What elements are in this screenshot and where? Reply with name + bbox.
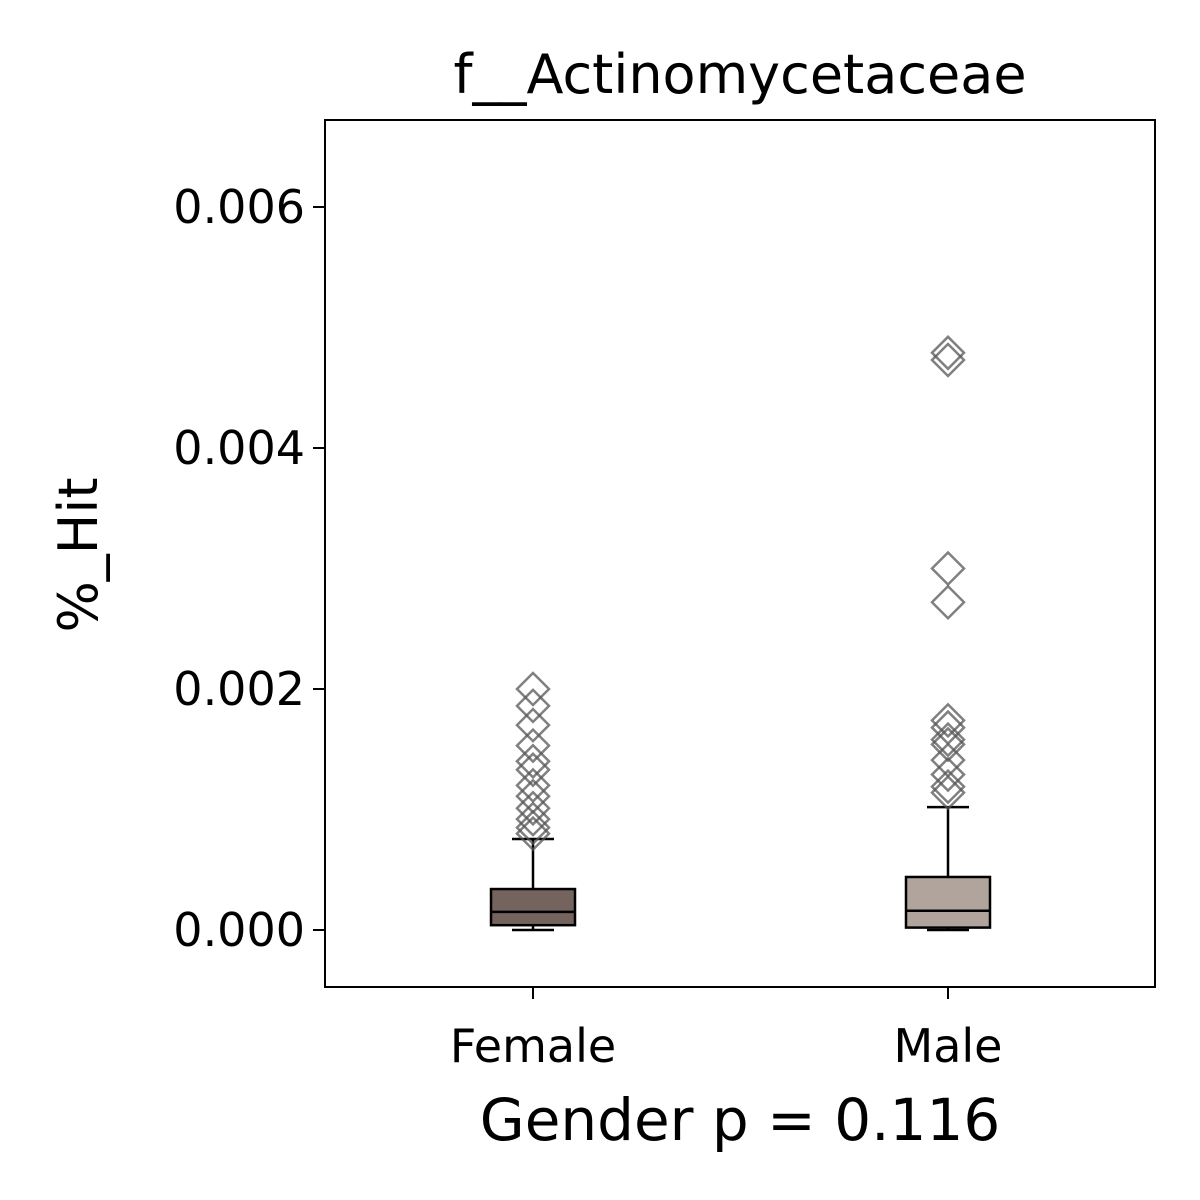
outlier [930, 342, 966, 378]
outlier [930, 774, 966, 811]
box [904, 875, 992, 929]
y-tick-label: 0.004 [173, 421, 305, 475]
outlier [515, 727, 551, 764]
box [489, 887, 577, 927]
outlier [930, 756, 966, 793]
outlier [515, 801, 551, 837]
x-tick-label: Male [894, 1019, 1003, 1073]
y-tick-label: 0.000 [173, 903, 305, 957]
y-tick-label: 0.002 [173, 662, 305, 716]
outlier [930, 335, 966, 371]
outlier [515, 790, 551, 827]
outlier [515, 743, 551, 780]
plot-frame [324, 119, 1156, 988]
x-axis-label: Gender p = 0.116 [480, 1086, 1001, 1154]
outlier [930, 584, 966, 621]
outlier [515, 671, 551, 707]
outlier [515, 809, 551, 846]
outlier [515, 815, 551, 852]
x-tick-label: Female [450, 1019, 616, 1073]
y-tick-label: 0.006 [173, 180, 305, 234]
outlier [930, 768, 966, 805]
chart-title: f__Actinomycetaceae [453, 43, 1026, 106]
outlier [930, 726, 966, 763]
outlier [930, 702, 966, 739]
outlier [515, 688, 551, 724]
outlier [515, 707, 551, 743]
outlier [515, 751, 551, 788]
outlier [930, 721, 966, 758]
y-axis-label: %_Hit [47, 477, 110, 632]
